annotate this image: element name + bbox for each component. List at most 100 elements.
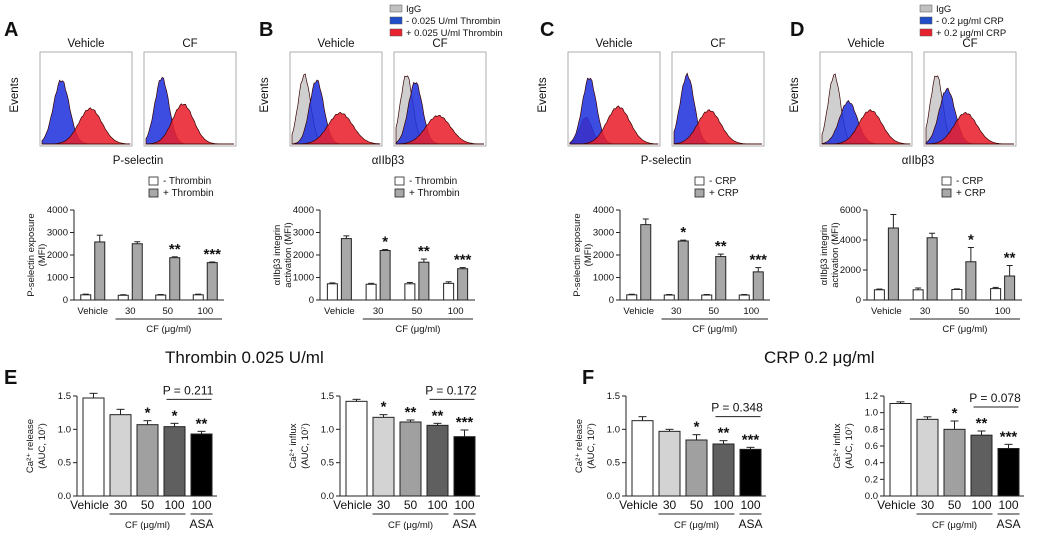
legend-swatch [694, 188, 705, 198]
marker-x-label: αIIbβ3 [372, 155, 404, 167]
legend-swatch [919, 28, 933, 37]
legend-label: IgG [406, 4, 421, 15]
x-axis-label: CF (μg/ml) [692, 324, 737, 335]
panel-label-c: C [540, 19, 554, 41]
histogram-peak [292, 111, 381, 145]
y-tick-label: 1.0 [321, 424, 334, 435]
y-axis-label: (MFI) [37, 244, 48, 267]
significance-stars: * [172, 407, 178, 424]
x-tick-label: 100 [191, 498, 211, 512]
bar-chart-c-bar: 0 1000 2000 3000 4000 P-selectin exposure (MFI… [572, 176, 770, 335]
y-tick-label: 0.0 [321, 491, 334, 502]
bar [399, 421, 422, 497]
significance-stars: *** [749, 252, 767, 269]
y-tick-label: 0 [309, 295, 314, 306]
bar-minus [663, 294, 675, 301]
bar [658, 430, 681, 497]
bar-plus [640, 224, 652, 301]
bar-minus [951, 289, 963, 301]
bar-minus [326, 283, 338, 301]
y-tick-label: 1.0 [58, 424, 71, 435]
x-tick-label: Vehicle [623, 306, 654, 317]
cf-group-label: CF (μg/ml) [932, 520, 977, 531]
y-axis-label: activation (MFI) [830, 222, 841, 287]
marker-x-label: P-selectin [113, 155, 164, 167]
bar [631, 420, 654, 497]
bar-chart-d-bar: 0 2000 4000 6000 αIIbβ3 integrin activation (… [819, 176, 1022, 335]
significance-stars: *** [456, 414, 474, 431]
bar-chart-b-bar: 0 1000 2000 3000 4000 αIIbβ3 integrin activati… [272, 176, 475, 335]
x-tick-label: 100 [427, 498, 447, 512]
bar-plus [887, 227, 899, 301]
bar-minus [738, 294, 750, 301]
bar-plus [752, 271, 764, 301]
x-axis-label: CF (μg/ml) [395, 324, 440, 335]
x-tick-label: 30 [373, 306, 384, 317]
significance-stars: ** [405, 404, 417, 421]
significance-stars: ** [715, 238, 727, 255]
x-tick-label: 50 [412, 306, 423, 317]
cf-group-label: CF (μg/ml) [388, 520, 433, 531]
x-tick-label: 30 [377, 498, 391, 512]
legend-swatch [389, 4, 403, 13]
x-tick-label: Vehicle [871, 306, 902, 317]
x-tick-label: 30 [663, 498, 677, 512]
histogram-title-vehicle: Vehicle [847, 38, 884, 50]
panel-label-f: F [582, 367, 594, 389]
bar [453, 436, 476, 497]
x-tick-label: 30 [125, 306, 136, 317]
bar-plus [206, 262, 218, 301]
y-tick-label: 2000 [293, 250, 314, 261]
legend-label: + CRP [709, 188, 739, 199]
x-tick-label: 50 [690, 498, 704, 512]
x-tick-label: 100 [743, 306, 759, 317]
y-tick-label: 0.5 [321, 458, 334, 469]
histogram-peak [145, 103, 234, 145]
y-tick-label: 0.4 [865, 458, 878, 469]
bar-plus [1004, 275, 1016, 301]
histogram-peak [925, 111, 1014, 145]
significance-stars: * [968, 232, 974, 249]
bar-minus [912, 289, 924, 301]
y-tick-label: 1.5 [321, 391, 334, 402]
significance-stars: * [381, 399, 387, 416]
y-tick-label: 1000 [593, 273, 614, 284]
bar [136, 424, 159, 497]
legend-label: - CRP [956, 176, 984, 187]
y-tick-label: 1.0 [865, 408, 878, 419]
histogram-title-cf: CF [432, 38, 447, 50]
x-tick-label: 50 [162, 306, 173, 317]
bar [685, 439, 708, 497]
calcium-chart-f-release: 0.0 0.5 1.0 1.5 Ca²⁺ release (AUC, 10⁷) Vehicl… [574, 391, 766, 531]
bar-minus [365, 283, 377, 301]
bar-minus [626, 294, 638, 301]
bar-plus [715, 256, 727, 301]
significance-stars: *** [203, 246, 221, 263]
calcium-chart-e-influx: 0.0 0.5 1.0 1.5 Ca²⁺ influx (AUC, 10⁷) Vehicle… [288, 383, 480, 531]
significance-stars: ** [169, 241, 181, 258]
x-tick-label: 100 [995, 306, 1011, 317]
bar-minus [117, 294, 129, 301]
significance-stars: * [680, 224, 686, 241]
legend-label: + CRP [956, 188, 986, 199]
bar [426, 424, 449, 497]
panel-label-e: E [4, 367, 17, 389]
legend-label: + Thrombin [409, 188, 460, 199]
bar-plus [379, 250, 391, 301]
asa-label: ASA [189, 517, 213, 531]
y-tick-label: 0.8 [865, 424, 878, 435]
x-tick-label: 50 [948, 498, 962, 512]
y-tick-label: 0.0 [58, 491, 71, 502]
y-axis-label: Ca²⁺ influx [832, 423, 843, 468]
y-tick-label: 1000 [47, 273, 68, 284]
section-title-crp: CRP 0.2 μg/ml [764, 348, 875, 367]
bar-plus [926, 237, 938, 301]
bar-minus [80, 294, 92, 301]
panel-label-b: B [259, 19, 273, 41]
calcium-chart-e-release: 0.0 0.5 1.0 1.5 Ca²⁺ release (AUC, 10⁷) Vehicl… [25, 383, 217, 531]
x-tick-label: 50 [404, 498, 418, 512]
bar-plus [677, 240, 689, 301]
bar [345, 400, 368, 497]
y-tick-label: 0.5 [58, 458, 71, 469]
